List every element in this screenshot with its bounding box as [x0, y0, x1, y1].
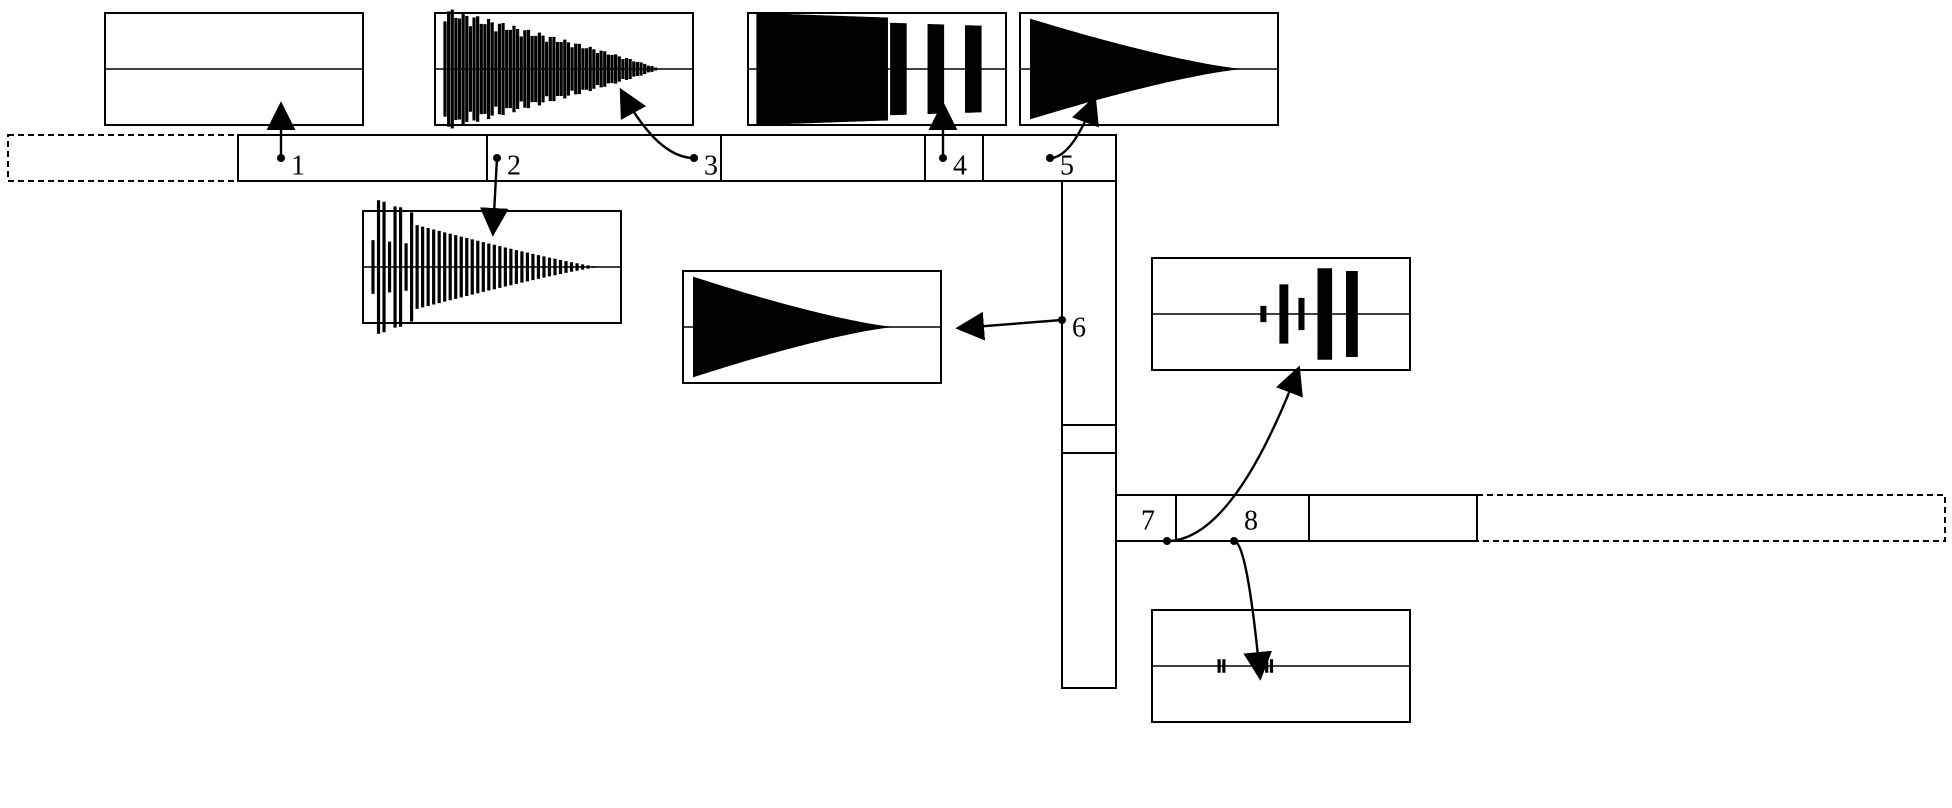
waveform-box	[1020, 13, 1278, 125]
waveform-box	[683, 271, 941, 383]
pointer-arrow	[493, 158, 497, 232]
waveform-box	[435, 10, 693, 129]
waveform-box	[363, 200, 621, 333]
pointer-arrow	[960, 320, 1062, 328]
point-label: 7	[1141, 505, 1155, 536]
diagram-canvas: 1 2 3 4 5 6 7 8	[0, 0, 1952, 808]
point-label: 8	[1244, 505, 1258, 536]
point-label: 5	[1060, 150, 1074, 181]
pointer-arrow	[1167, 370, 1298, 541]
waveform-box	[1152, 610, 1410, 722]
waveform-box	[748, 13, 1006, 125]
point-label: 4	[953, 150, 967, 181]
point-label: 2	[507, 150, 521, 181]
point-label: 6	[1072, 312, 1086, 343]
point-label: 1	[291, 150, 305, 181]
waveform-box	[105, 13, 363, 125]
waveform-box	[1152, 258, 1410, 370]
point-label: 3	[704, 150, 718, 181]
pointer-arrow	[1234, 541, 1260, 676]
